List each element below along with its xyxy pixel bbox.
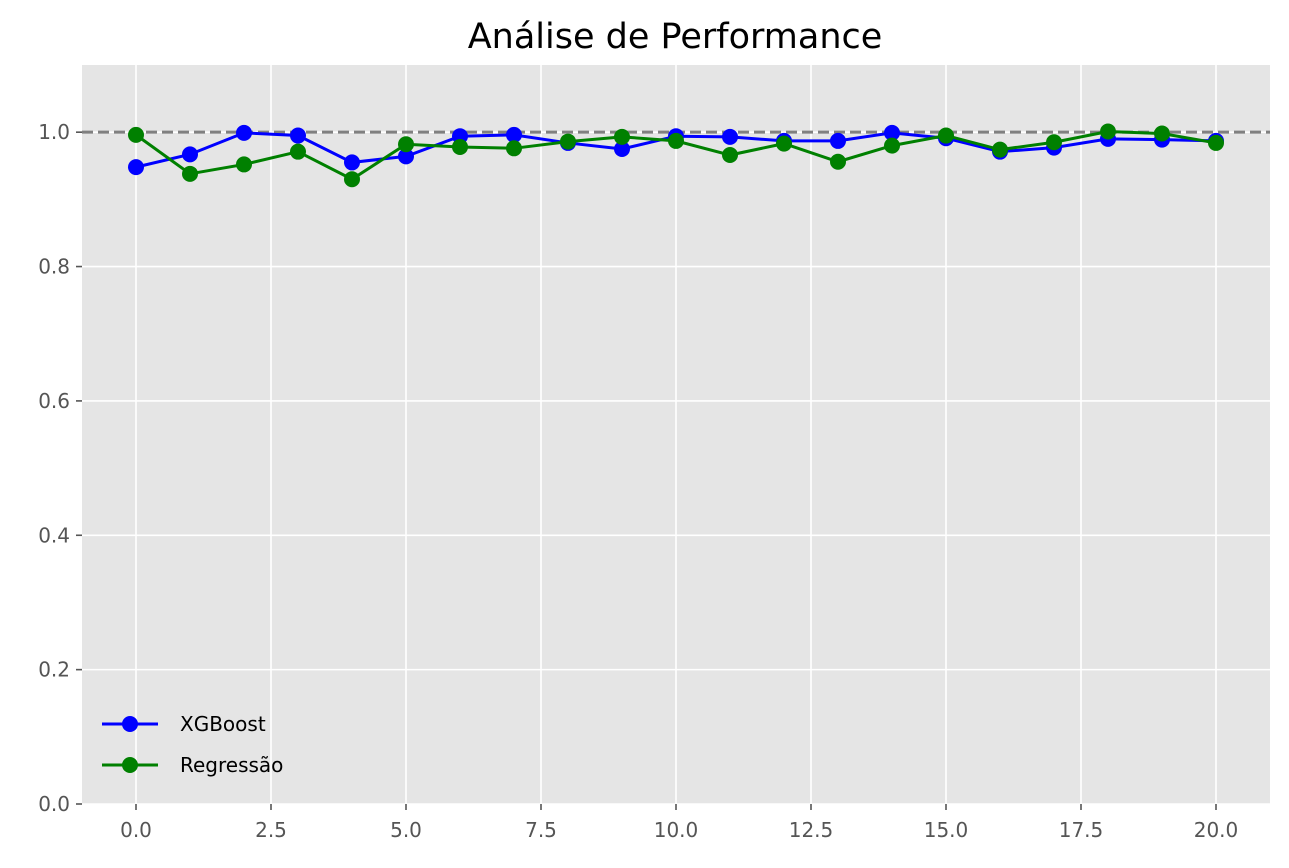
x-tick-label: 10.0 — [654, 818, 699, 842]
data-point-xgboost — [128, 159, 144, 176]
x-tick-label: 12.5 — [789, 818, 834, 842]
legend: XGBoost Regressão — [102, 712, 283, 777]
x-tick-label: 0.0 — [120, 818, 152, 842]
data-point-xgboost — [398, 148, 414, 165]
data-point-regressao — [668, 132, 684, 149]
y-tick-label: 0.2 — [38, 658, 70, 682]
data-point-regressao — [1100, 123, 1116, 140]
data-point-xgboost — [290, 127, 306, 144]
series-group — [128, 123, 1224, 188]
axis-ticks: 0.0 2.5 5.0 7.5 10.0 12.5 15.0 17.5 20.0 0.0 0.2 0.… — [38, 120, 1238, 842]
data-point-regressao — [1046, 134, 1062, 151]
chart-title: Análise de Performance — [468, 17, 883, 57]
data-point-xgboost — [344, 154, 360, 171]
data-point-regressao — [452, 138, 468, 155]
data-point-xgboost — [884, 124, 900, 141]
data-point-regressao — [506, 140, 522, 157]
x-tick-label: 20.0 — [1194, 818, 1239, 842]
data-point-xgboost — [182, 146, 198, 163]
series-regressao — [128, 123, 1224, 188]
legend-marker-regressao — [122, 757, 138, 773]
data-point-regressao — [182, 165, 198, 182]
data-point-xgboost — [614, 140, 630, 157]
data-point-regressao — [830, 153, 846, 170]
x-tick-label: 15.0 — [924, 818, 969, 842]
data-point-regressao — [290, 143, 306, 160]
data-point-regressao — [992, 141, 1008, 158]
y-tick-label: 0.6 — [38, 389, 70, 413]
data-point-regressao — [236, 156, 252, 173]
data-point-xgboost — [506, 126, 522, 143]
legend-label-xgboost: XGBoost — [180, 712, 266, 736]
data-point-regressao — [344, 171, 360, 188]
x-tick-label: 2.5 — [255, 818, 287, 842]
data-point-regressao — [884, 137, 900, 154]
data-point-regressao — [776, 135, 792, 152]
data-point-regressao — [614, 128, 630, 145]
legend-marker-xgboost — [122, 716, 138, 732]
y-tick-label: 1.0 — [38, 120, 70, 144]
data-point-regressao — [398, 136, 414, 153]
y-tick-label: 0.8 — [38, 255, 70, 279]
y-tick-label: 0.4 — [38, 523, 70, 547]
x-tick-label: 17.5 — [1059, 818, 1104, 842]
data-point-regressao — [938, 127, 954, 144]
data-point-regressao — [560, 133, 576, 150]
data-point-regressao — [1208, 134, 1224, 151]
data-point-xgboost — [236, 124, 252, 141]
data-point-regressao — [1154, 125, 1170, 142]
y-tick-label: 0.0 — [38, 792, 70, 816]
legend-label-regressao: Regressão — [180, 753, 283, 777]
data-point-xgboost — [722, 128, 738, 145]
data-point-xgboost — [830, 132, 846, 149]
data-point-regressao — [128, 126, 144, 143]
data-point-regressao — [722, 147, 738, 164]
x-tick-label: 7.5 — [525, 818, 557, 842]
x-tick-label: 5.0 — [390, 818, 422, 842]
